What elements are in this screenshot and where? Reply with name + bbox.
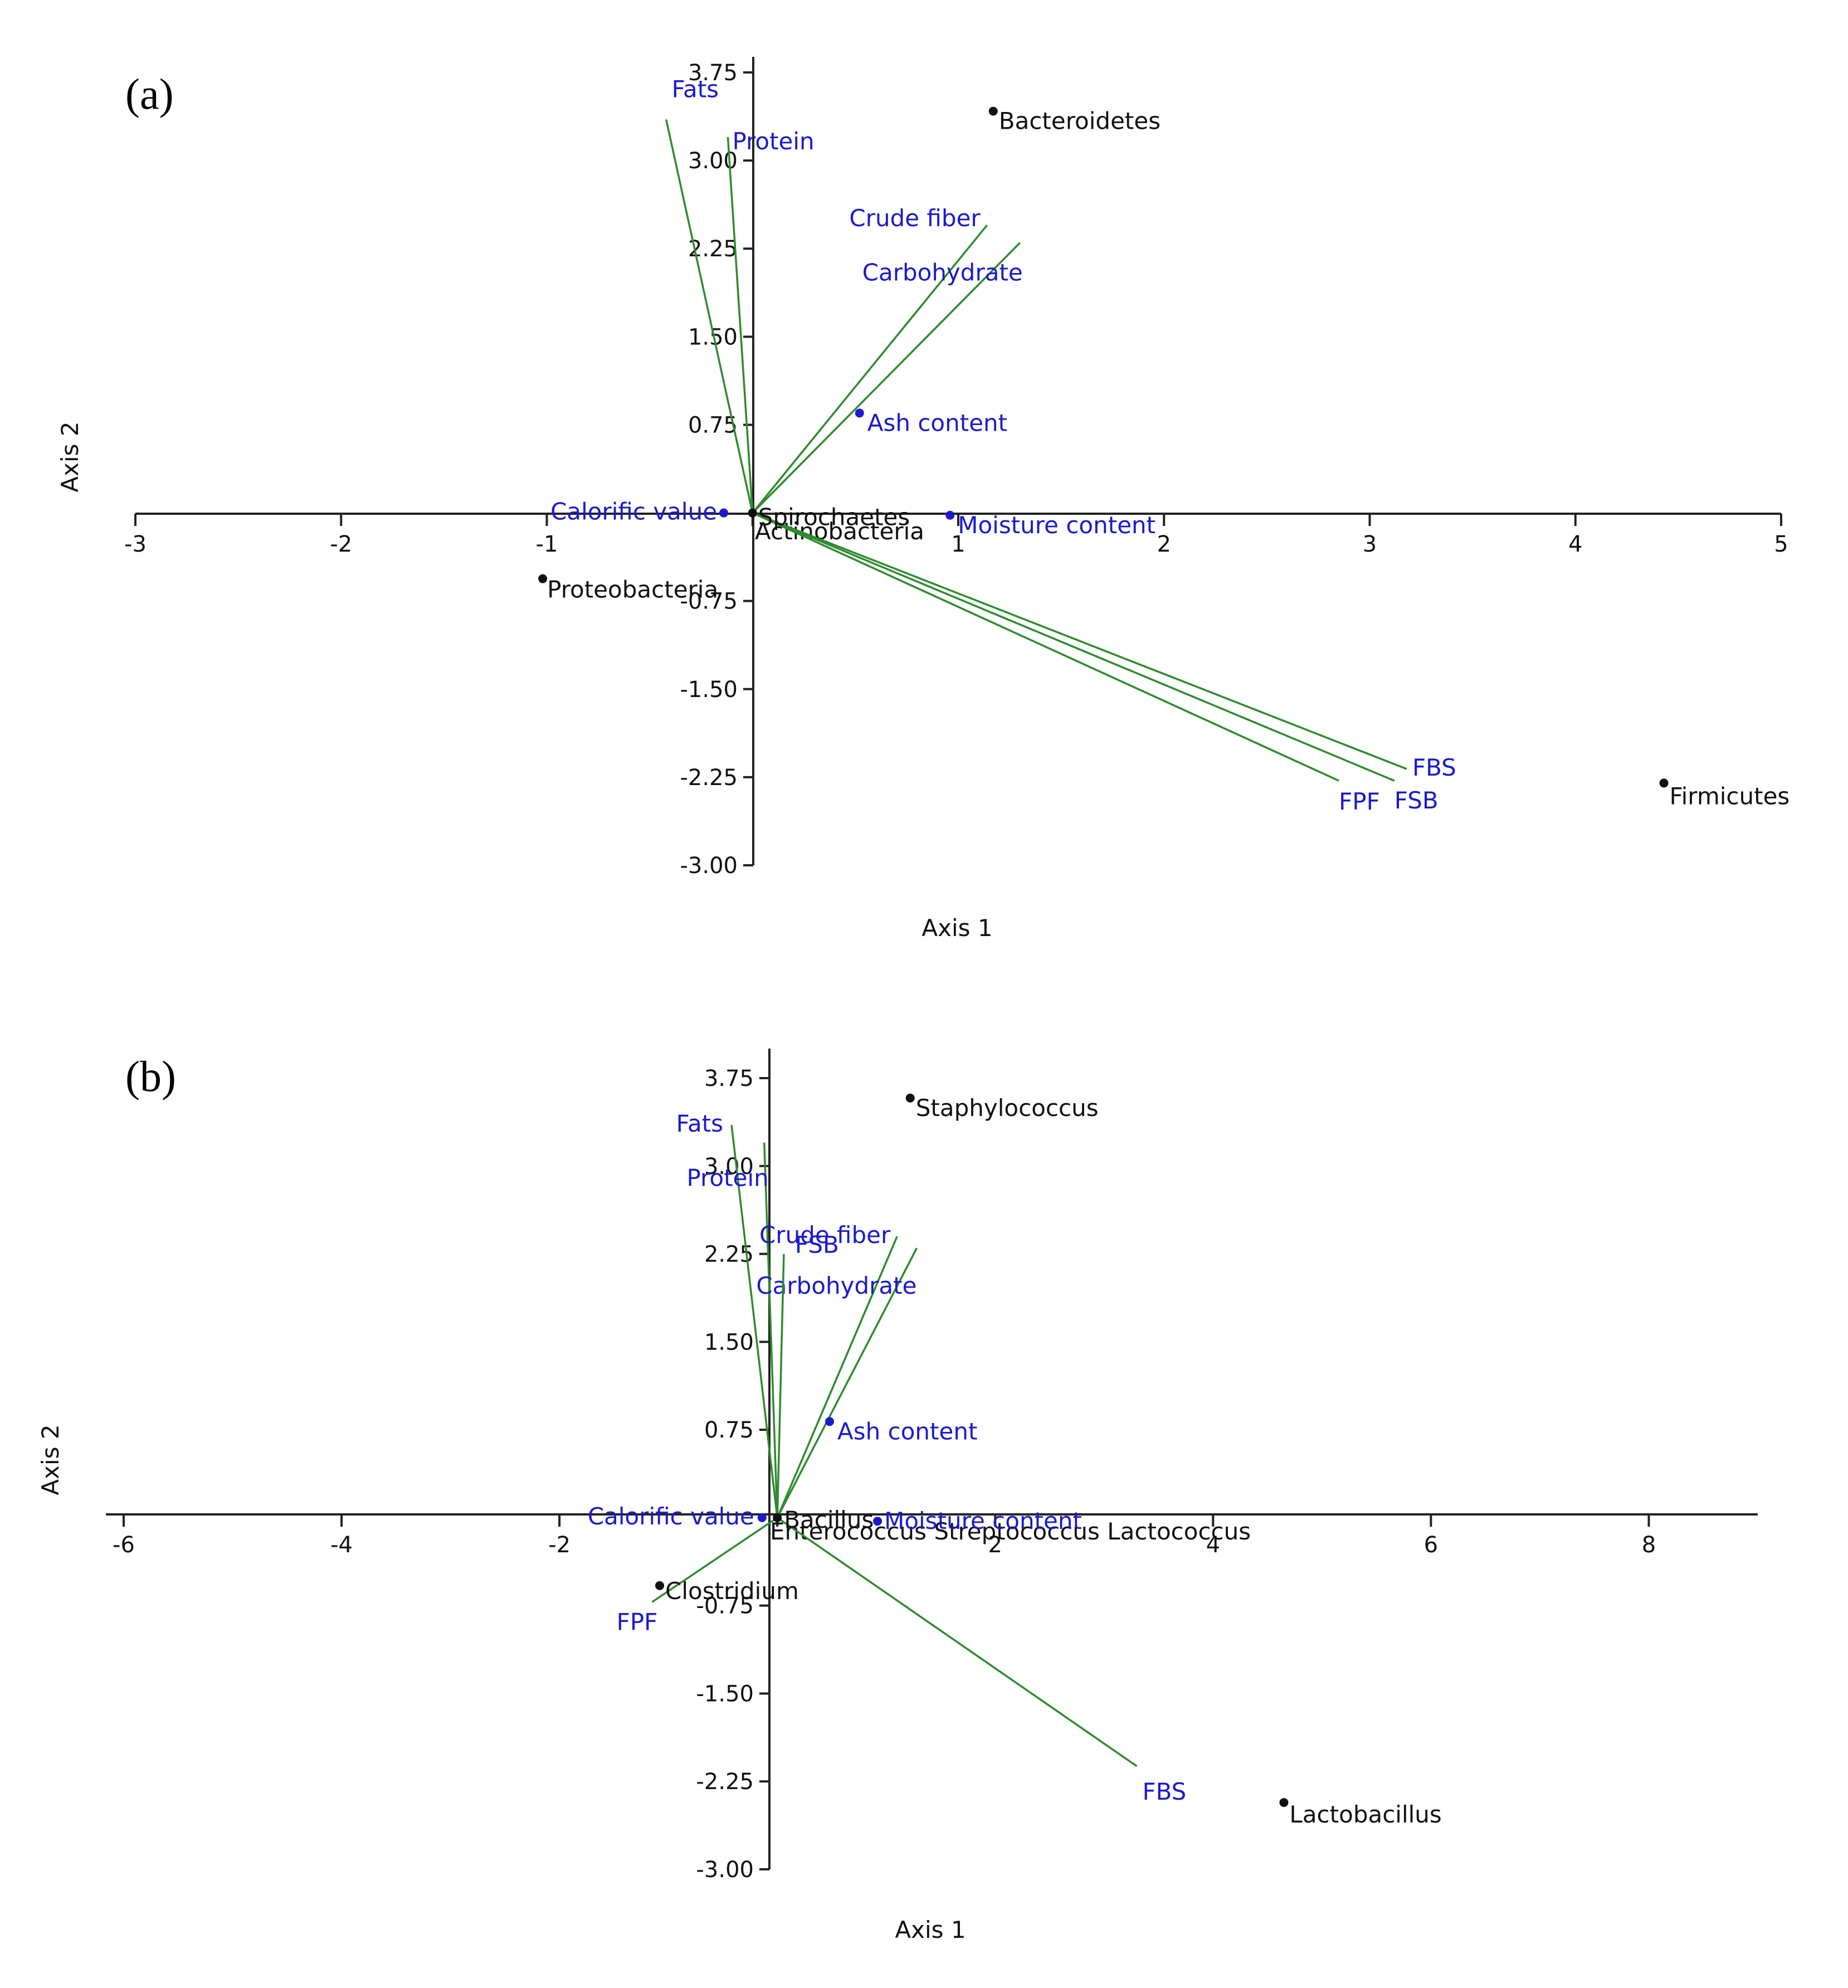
- vector-label-crude-fiber: Crude fiber: [759, 1221, 891, 1249]
- x-tick-label: 2: [988, 1532, 1002, 1558]
- vector-label-crude-fiber: Crude fiber: [849, 204, 981, 232]
- x-tick-label: 8: [1642, 1532, 1656, 1558]
- vector-label-fbs: FBS: [1142, 1778, 1186, 1805]
- y-tick-label: -2.25: [680, 765, 738, 791]
- data-label-lactobacillus: Lactobacillus: [1289, 1801, 1441, 1828]
- vector-label-protein: Protein: [687, 1164, 769, 1192]
- y-tick-label: 3.75: [704, 1066, 754, 1092]
- data-label-bacillus: Bacillus: [784, 1506, 874, 1533]
- variable-point-moisture-content: [873, 1517, 882, 1526]
- y-tick-label: -0.75: [696, 1594, 754, 1619]
- vector-label-carbohydrate: Carbohydrate: [756, 1272, 916, 1299]
- data-label-staphylococcus: Staphylococcus: [916, 1094, 1099, 1122]
- data-point-staphylococcus: [905, 1093, 915, 1103]
- vector-fats: [665, 119, 754, 513]
- x-tick-label: -2: [548, 1532, 571, 1558]
- vector-label-fats: Fats: [672, 75, 719, 103]
- y-tick-label: -3.00: [680, 853, 738, 879]
- x-tick-label: -4: [330, 1532, 353, 1558]
- variable-label-calorific-value: Calorific value: [588, 1503, 754, 1530]
- vector-fats: [730, 1124, 778, 1518]
- vector-carbohydrate: [776, 1248, 918, 1518]
- vector-crude-fiber: [752, 224, 988, 514]
- variable-point-calorific-value: [757, 1513, 767, 1522]
- y-axis-title: Axis 2: [56, 421, 84, 492]
- x-tick-label: 4: [1568, 532, 1582, 557]
- vector-label-carbohydrate: Carbohydrate: [862, 259, 1023, 286]
- y-tick-label: -3.00: [696, 1857, 754, 1883]
- x-tick-label: 1: [951, 532, 965, 557]
- panel-label: (a): [125, 70, 174, 118]
- x-axis-title: Axis 1: [921, 914, 992, 942]
- data-point-spirochaetes: [748, 508, 757, 518]
- vector-carbohydrate: [752, 242, 1021, 514]
- y-tick-label: -1.50: [680, 677, 738, 703]
- variable-point-ash-content: [855, 408, 864, 418]
- vector-label-protein: Protein: [732, 128, 814, 155]
- data-point-proteobacteria: [538, 574, 548, 583]
- variable-point-moisture-content: [945, 510, 955, 520]
- x-tick-label: 2: [1157, 532, 1171, 557]
- vector-fbs: [777, 1517, 1138, 1767]
- variable-label-ash-content: Ash content: [867, 409, 1007, 436]
- x-tick-label: -1: [536, 532, 558, 557]
- data-point-lactobacillus: [1279, 1798, 1289, 1807]
- variable-point-ash-content: [825, 1417, 835, 1426]
- y-tick-label: 0.75: [704, 1417, 754, 1443]
- variable-label-calorific-value: Calorific value: [550, 498, 717, 525]
- vector-label-fats: Fats: [676, 1110, 723, 1137]
- vector-fsb: [752, 511, 1395, 782]
- biplot-panel-b: (b) -6 -4 -2 2 4 6 8 -3.00 -2.25 -1.50 -0.75 0.75 1.5…: [37, 1049, 1758, 1943]
- variable-label-moisture-content: Moisture content: [884, 1507, 1082, 1534]
- x-tick-label: 3: [1363, 532, 1377, 557]
- data-label-spirochaetes: Spirochaetes: [758, 504, 910, 531]
- vector-label-fsb: FSB: [795, 1231, 839, 1259]
- y-tick-label: 0.75: [688, 412, 738, 438]
- vector-fbs: [752, 511, 1407, 770]
- variable-label-moisture-content: Moisture content: [958, 511, 1155, 539]
- vector-crude-fiber: [776, 1236, 898, 1518]
- variable-label-ash-content: Ash content: [837, 1417, 977, 1445]
- data-point-bacillus: [773, 1513, 782, 1522]
- x-tick-label: -2: [330, 532, 352, 557]
- data-label-firmicutes: Firmicutes: [1670, 782, 1790, 810]
- data-point-firmicutes: [1659, 778, 1669, 788]
- y-tick-label: 3.75: [688, 60, 738, 86]
- overlapped-point-labels: Actinobacteria: [755, 518, 924, 545]
- vector-label-fpf: FPF: [617, 1608, 658, 1635]
- vector-label-fpf: FPF: [1339, 788, 1380, 815]
- vector-protein: [726, 137, 754, 513]
- vector-fsb: [776, 1254, 785, 1518]
- vector-label-fbs: FBS: [1412, 754, 1456, 781]
- data-point-bacteroidetes: [988, 106, 998, 116]
- data-label-proteobacteria: Proteobacteria: [547, 576, 718, 603]
- y-tick-label: -2.25: [696, 1769, 754, 1795]
- vector-label-fsb: FSB: [1394, 787, 1439, 814]
- vector-fpf: [651, 1517, 778, 1603]
- vector-fpf: [752, 511, 1339, 782]
- data-label-clostridium: Clostridium: [665, 1577, 799, 1605]
- x-tick-label: 5: [1774, 532, 1788, 557]
- data-label-bacteroidetes: Bacteroidetes: [999, 108, 1161, 135]
- x-tick-label: -6: [113, 1532, 135, 1558]
- data-point-clostridium: [655, 1581, 665, 1590]
- overlapped-point-labels: Enterococcus Streptococcus Lactococcus: [770, 1518, 1251, 1545]
- biplot-panel-a: (a)-3 -2 -1 1 2 3 4 5-3.00-2.25-1.50-0.750.751.…: [56, 57, 1790, 942]
- variable-point-calorific-value: [719, 508, 729, 518]
- vector-protein: [763, 1142, 778, 1518]
- y-axis-title: Axis 2: [37, 1424, 64, 1495]
- y-tick-label: -1.50: [696, 1681, 754, 1707]
- x-axis-title: Axis 1: [895, 1916, 966, 1943]
- panel-label: (b): [125, 1052, 176, 1100]
- x-tick-label: 4: [1206, 1532, 1220, 1558]
- y-tick-label: -0.75: [680, 589, 738, 615]
- x-tick-label: 6: [1424, 1532, 1438, 1558]
- y-tick-label: 3.00: [704, 1154, 754, 1180]
- x-tick-label: -3: [124, 532, 147, 557]
- y-tick-label: 1.50: [704, 1329, 754, 1355]
